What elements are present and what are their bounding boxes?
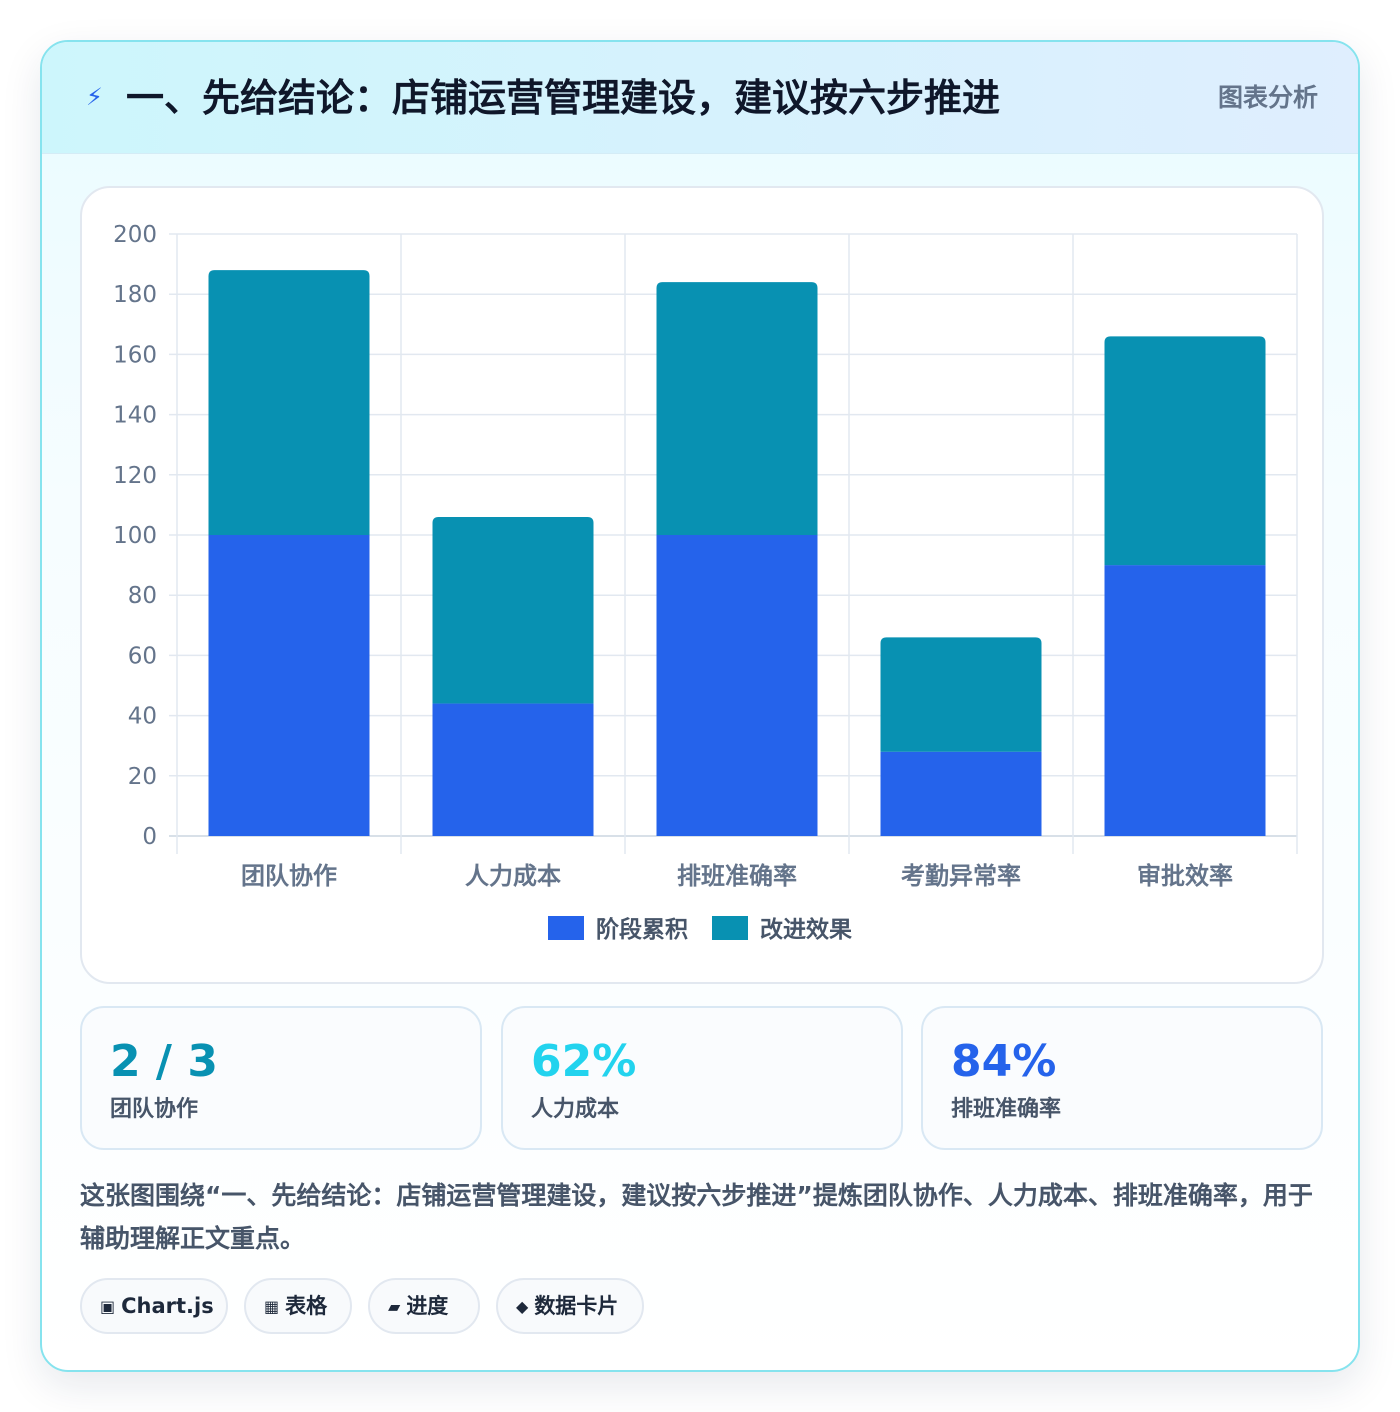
lightning-icon: ⚡︎ — [86, 83, 103, 111]
stat-card-schedule: 84% 排班准确率 — [921, 1006, 1323, 1150]
x-tick-label: 团队协作 — [241, 862, 337, 890]
stat-label: 团队协作 — [110, 1097, 199, 1122]
y-tick-label: 140 — [113, 403, 157, 429]
stacked-bar-chart: 0 20 40 60 80 100 120 140 160 180 200 团队协作 人力成本 排班准确率… — [113, 222, 1298, 943]
stat-card-cost: 62% 人力成本 — [501, 1006, 903, 1150]
bar-improve — [432, 516, 594, 704]
card-title: 一、先给结论：店铺运营管理建设，建议按六步推进 — [126, 76, 1001, 120]
stat-card-team: 2 / 3 团队协作 — [80, 1006, 482, 1150]
chip-label: 数据卡片 — [534, 1294, 619, 1318]
table-icon: ▦ — [264, 1297, 280, 1316]
chip-label: Chart.js — [121, 1294, 214, 1318]
bar-stage — [656, 535, 818, 836]
chip-label: 表格 — [285, 1294, 328, 1318]
x-tick-label: 审批效率 — [1137, 862, 1233, 890]
stat-value: 84% — [951, 1036, 1057, 1087]
chart-description: 这张图围绕“一、先给结论：店铺运营管理建设，建议按六步推进”提炼团队协作、人力成… — [80, 1181, 1313, 1253]
x-tick-label: 人力成本 — [465, 862, 561, 890]
y-tick-label: 80 — [128, 583, 157, 609]
x-tick-label: 排班准确率 — [677, 862, 797, 890]
y-tick-label: 200 — [113, 222, 157, 248]
bar-improve — [1104, 336, 1266, 566]
bar-stage — [208, 535, 370, 836]
y-tick-label: 40 — [128, 704, 157, 730]
legend-label: 阶段累积 — [596, 916, 688, 943]
y-tick-label: 20 — [128, 764, 157, 790]
card-header: ⚡︎ 一、先给结论：店铺运营管理建设，建议按六步推进 图表分析 — [42, 42, 1358, 154]
y-tick-label: 180 — [113, 282, 157, 308]
y-tick-label: 120 — [113, 463, 157, 489]
chip-chartjs[interactable]: ▣ Chart.js — [80, 1278, 228, 1334]
progress-icon: ▰ — [388, 1297, 401, 1316]
chip-data-card[interactable]: ◆ 数据卡片 — [496, 1278, 644, 1334]
legend-label: 改进效果 — [760, 916, 852, 943]
bar-stage — [1104, 565, 1266, 836]
chart-panel: 0 20 40 60 80 100 120 140 160 180 200 团队协作 人力成本 排班准确率… — [80, 186, 1324, 984]
y-tick-label: 160 — [113, 342, 157, 368]
y-tick-label: 60 — [128, 643, 157, 669]
legend-swatch — [548, 916, 584, 940]
y-tick-label: 100 — [113, 523, 157, 549]
x-tick-label: 考勤异常率 — [901, 862, 1021, 890]
bar-improve — [880, 637, 1042, 752]
chart-card: ⚡︎ 一、先给结论：店铺运营管理建设，建议按六步推进 图表分析 0 20 40 60 8… — [40, 40, 1360, 1372]
bar-improve — [208, 270, 370, 535]
stat-value: 62% — [531, 1036, 637, 1087]
chart-analysis-tag: 图表分析 — [1217, 83, 1318, 112]
bar-stage — [432, 703, 594, 836]
y-tick-label: 0 — [142, 824, 157, 850]
legend-swatch — [712, 916, 748, 940]
bar-improve — [656, 282, 818, 535]
bar-stage — [880, 751, 1042, 836]
stat-label: 排班准确率 — [951, 1097, 1062, 1122]
chip-label: 进度 — [406, 1294, 449, 1318]
chip-progress[interactable]: ▰ 进度 — [368, 1278, 480, 1334]
stat-label: 人力成本 — [531, 1097, 620, 1122]
chart-box-icon: ▣ — [100, 1297, 116, 1316]
stat-value: 2 / 3 — [110, 1036, 218, 1087]
chip-table[interactable]: ▦ 表格 — [244, 1278, 352, 1334]
diamond-icon: ◆ — [516, 1297, 529, 1316]
